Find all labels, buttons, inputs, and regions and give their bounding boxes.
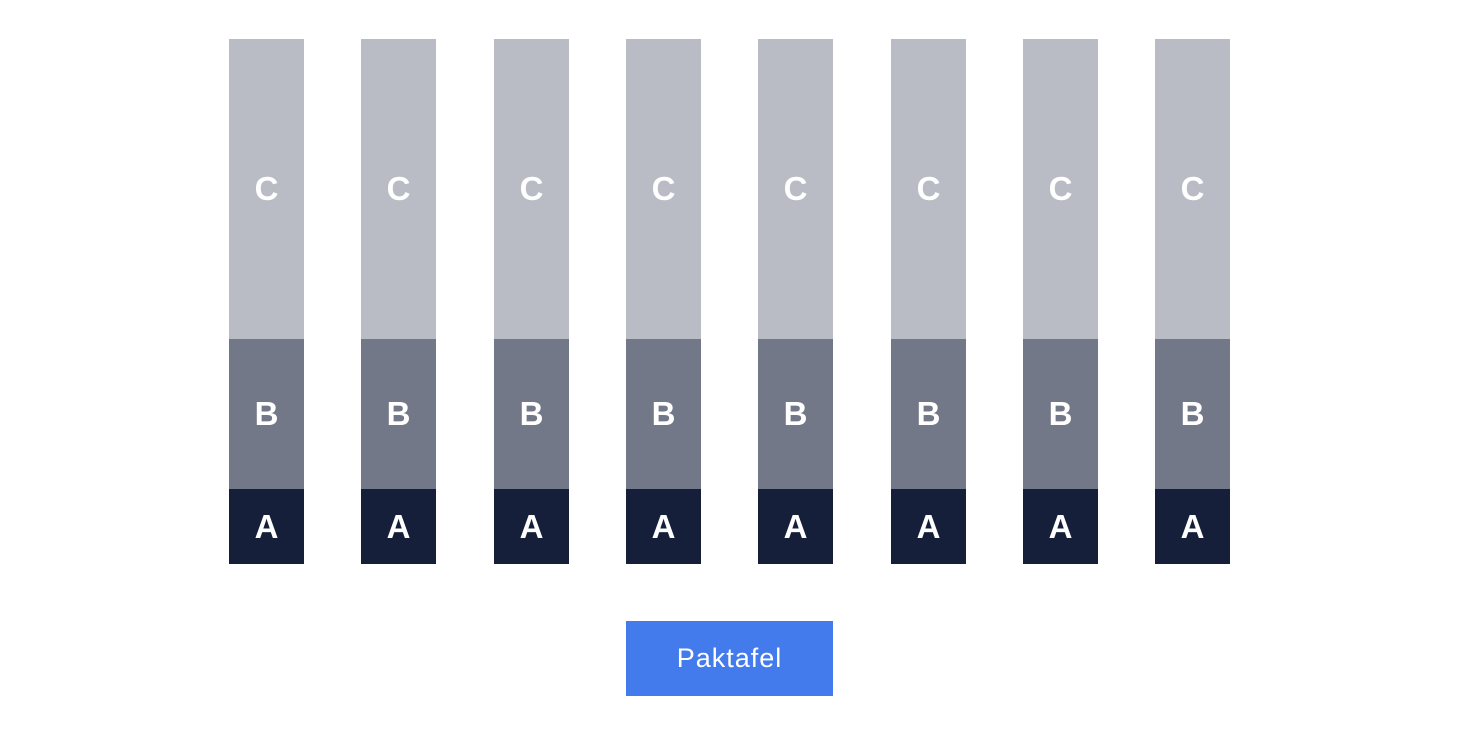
stack-layer-c: C xyxy=(1155,39,1230,339)
stack-layer-b: B xyxy=(494,339,569,489)
stack-layer-a: A xyxy=(626,489,701,564)
paktafel-button[interactable]: Paktafel xyxy=(626,621,833,696)
stack-layer-b: B xyxy=(626,339,701,489)
stack-layer-a: A xyxy=(1155,489,1230,564)
stack-layer-b: B xyxy=(1155,339,1230,489)
stack-layer-c: C xyxy=(1023,39,1098,339)
stack-layer-a: A xyxy=(229,489,304,564)
stack-layer-a: A xyxy=(891,489,966,564)
stack-layer-c: C xyxy=(494,39,569,339)
stack-layer-c: C xyxy=(361,39,436,339)
stack-layer-b: B xyxy=(361,339,436,489)
stack-layer-c: C xyxy=(626,39,701,339)
stack-layer-c: C xyxy=(229,39,304,339)
stack-layer-c: C xyxy=(891,39,966,339)
stack-layer-a: A xyxy=(758,489,833,564)
stack-layer-b: B xyxy=(229,339,304,489)
stack-layer-b: B xyxy=(1023,339,1098,489)
stack-layer-b: B xyxy=(891,339,966,489)
stack-layer-a: A xyxy=(1023,489,1098,564)
stack-layer-b: B xyxy=(758,339,833,489)
stack-layer-c: C xyxy=(758,39,833,339)
stack-layer-a: A xyxy=(361,489,436,564)
stack-layer-a: A xyxy=(494,489,569,564)
